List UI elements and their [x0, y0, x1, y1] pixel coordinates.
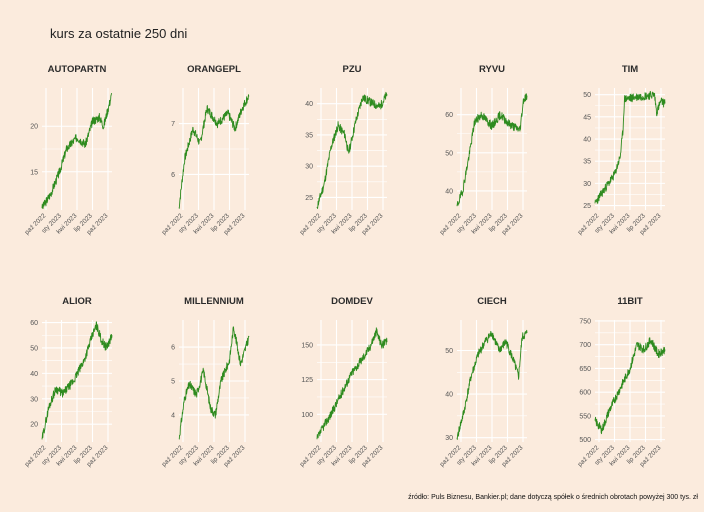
- y-tick-label: 50: [445, 150, 453, 157]
- price-line: [594, 90, 666, 204]
- panel-title: DOMDEV: [331, 296, 373, 307]
- y-tick-label: 4: [171, 412, 175, 419]
- y-tick-label: 550: [579, 413, 591, 420]
- price-line: [456, 93, 528, 207]
- y-tick-label: 5: [171, 379, 175, 386]
- y-tick-label: 40: [445, 392, 453, 399]
- y-tick-label: 650: [579, 366, 591, 373]
- y-tick-label: 100: [301, 412, 313, 419]
- y-tick-label: 700: [579, 342, 591, 349]
- price-line: [178, 94, 250, 209]
- y-tick-label: 30: [30, 396, 38, 403]
- y-tick-label: 40: [583, 137, 591, 144]
- y-tick-label: 45: [583, 114, 591, 121]
- price-line: [41, 321, 113, 440]
- chart-title: kurs za ostatnie 250 dni: [50, 26, 188, 41]
- panel-title: MILLENNIUM: [184, 296, 244, 307]
- y-tick-label: 30: [445, 435, 453, 442]
- y-tick-label: 500: [579, 437, 591, 444]
- y-tick-label: 40: [30, 371, 38, 378]
- panel-title: 11BIT: [617, 296, 643, 307]
- price-line: [456, 329, 528, 440]
- panel-title: TIM: [622, 64, 638, 75]
- panel-title: AUTOPARTN: [48, 64, 107, 75]
- y-tick-label: 40: [305, 101, 313, 108]
- y-tick-label: 600: [579, 390, 591, 397]
- y-tick-label: 50: [445, 348, 453, 355]
- y-tick-label: 125: [301, 377, 313, 384]
- y-tick-label: 40: [445, 188, 453, 195]
- y-tick-label: 6: [171, 172, 175, 179]
- price-line: [594, 337, 666, 435]
- panel-title: ALIOR: [62, 296, 92, 307]
- y-tick-label: 15: [30, 169, 38, 176]
- price-line: [178, 326, 250, 440]
- panel-title: RYVU: [479, 64, 505, 75]
- y-tick-label: 30: [583, 181, 591, 188]
- y-tick-label: 60: [445, 112, 453, 119]
- y-tick-label: 25: [583, 203, 591, 210]
- source-caption: źródło: Puls Biznesu, Bankier.pl; dane d…: [408, 494, 698, 501]
- price-line: [316, 91, 388, 209]
- y-tick-label: 60: [30, 320, 38, 327]
- price-line: [41, 93, 113, 209]
- y-tick-label: 150: [301, 342, 313, 349]
- y-tick-label: 20: [30, 124, 38, 131]
- y-tick-label: 7: [171, 121, 175, 128]
- panel-title: CIECH: [477, 296, 507, 307]
- y-tick-label: 25: [305, 195, 313, 202]
- y-tick-label: 6: [171, 345, 175, 352]
- y-tick-label: 30: [305, 164, 313, 171]
- price-line: [316, 327, 388, 440]
- panel-title: PZU: [343, 64, 362, 75]
- panel-title: ORANGEPL: [187, 64, 241, 75]
- y-tick-label: 35: [305, 132, 313, 139]
- y-tick-label: 35: [583, 159, 591, 166]
- y-tick-label: 50: [30, 345, 38, 352]
- y-tick-label: 50: [583, 92, 591, 99]
- y-tick-label: 20: [30, 422, 38, 429]
- y-tick-label: 750: [579, 318, 591, 325]
